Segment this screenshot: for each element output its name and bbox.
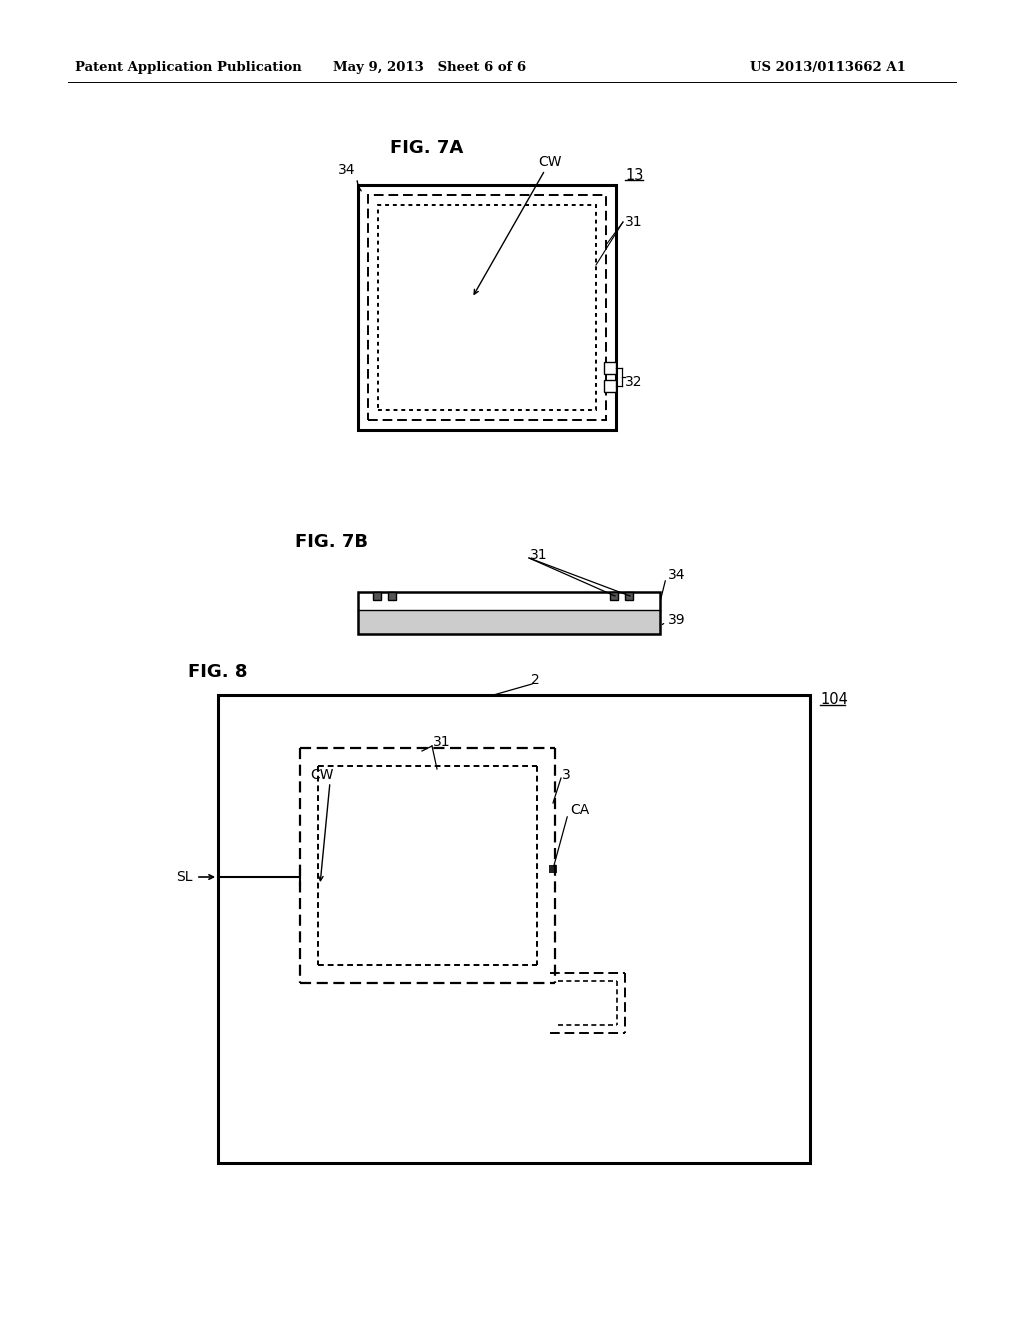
- Text: 31: 31: [530, 548, 548, 562]
- Text: May 9, 2013   Sheet 6 of 6: May 9, 2013 Sheet 6 of 6: [334, 62, 526, 74]
- Bar: [358, 591, 660, 634]
- Text: 39: 39: [668, 612, 686, 627]
- Text: 34: 34: [668, 568, 685, 582]
- Bar: [373, 591, 381, 601]
- Bar: [549, 865, 557, 873]
- Text: 32: 32: [625, 375, 642, 389]
- Bar: [358, 611, 660, 634]
- Text: 104: 104: [820, 693, 848, 708]
- Text: 34: 34: [338, 162, 355, 177]
- Text: FIG. 7B: FIG. 7B: [295, 533, 368, 550]
- Bar: [604, 380, 616, 392]
- Text: CA: CA: [570, 803, 589, 817]
- Bar: [625, 591, 633, 601]
- Text: Patent Application Publication: Patent Application Publication: [75, 62, 302, 74]
- Bar: [610, 591, 618, 601]
- Bar: [368, 195, 606, 420]
- Text: 31: 31: [433, 735, 451, 748]
- Text: FIG. 8: FIG. 8: [188, 663, 248, 681]
- Bar: [378, 205, 596, 411]
- Text: SL: SL: [176, 870, 193, 884]
- Bar: [604, 362, 616, 374]
- Text: 13: 13: [625, 168, 643, 182]
- Bar: [218, 696, 810, 1163]
- Text: US 2013/0113662 A1: US 2013/0113662 A1: [750, 62, 906, 74]
- Bar: [358, 185, 616, 430]
- Text: 2: 2: [530, 673, 540, 686]
- Bar: [388, 591, 396, 601]
- Text: FIG. 7A: FIG. 7A: [390, 139, 463, 157]
- Text: 3: 3: [562, 768, 570, 781]
- Text: CW: CW: [538, 154, 561, 169]
- Text: 31: 31: [625, 215, 643, 228]
- Text: CW: CW: [310, 768, 334, 781]
